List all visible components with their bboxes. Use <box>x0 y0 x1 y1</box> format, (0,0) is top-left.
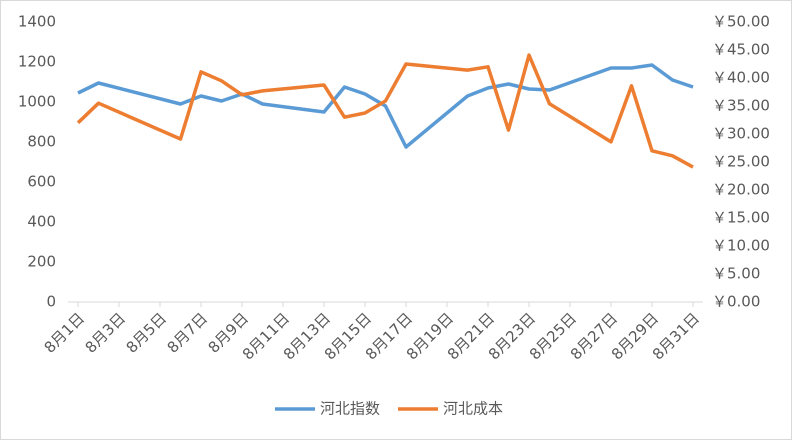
y2-tick-label: ￥25.00 <box>712 153 770 171</box>
y-tick-label: 1200 <box>18 53 56 71</box>
y2-tick-label: ￥5.00 <box>712 265 760 283</box>
legend-label: 河北指数 <box>320 400 380 418</box>
y2-tick-label: ￥30.00 <box>712 125 770 143</box>
y2-tick-label: ￥20.00 <box>712 181 770 199</box>
y-tick-label: 1000 <box>18 93 56 111</box>
series-line <box>77 63 694 149</box>
y-tick-label: 600 <box>27 173 56 191</box>
y2-tick-label: ￥10.00 <box>712 237 770 255</box>
y2-tick-label: ￥35.00 <box>712 97 770 115</box>
y2-tick-label: ￥15.00 <box>712 209 770 227</box>
y2-tick-label: ￥50.00 <box>712 13 770 31</box>
y-tick-label: 200 <box>27 253 56 271</box>
y2-tick-label: ￥40.00 <box>712 69 770 87</box>
legend-label: 河北成本 <box>443 400 503 418</box>
y2-tick-label: ￥45.00 <box>712 41 770 59</box>
y-tick-label: 800 <box>27 133 56 151</box>
series-line <box>76 53 694 169</box>
y-tick-label: 0 <box>46 293 56 311</box>
y-tick-label: 400 <box>27 213 56 231</box>
y2-tick-label: ￥0.00 <box>712 293 760 311</box>
y-tick-label: 1400 <box>18 13 56 31</box>
